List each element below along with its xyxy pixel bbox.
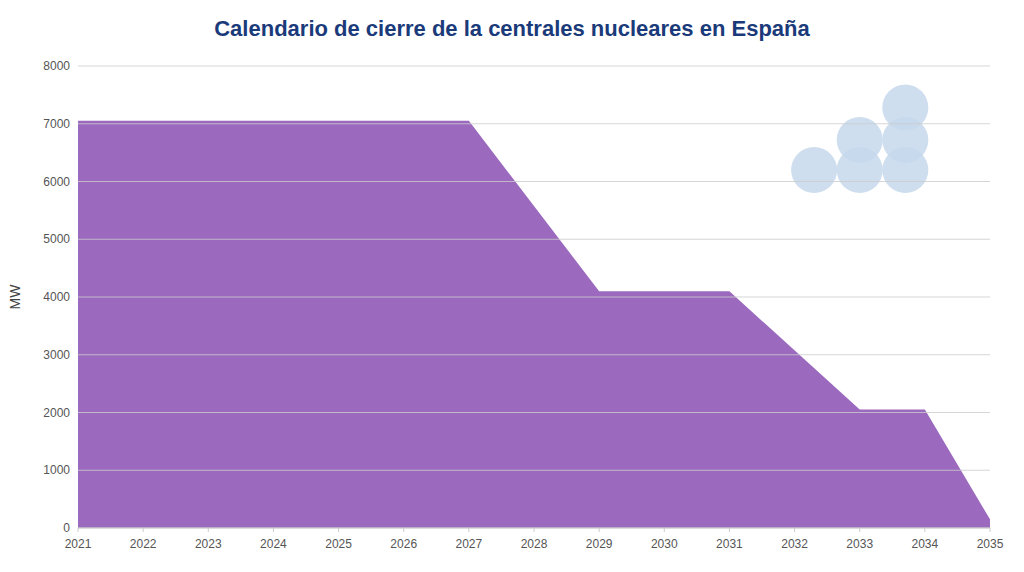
y-tick-label: 5000 xyxy=(43,232,70,246)
x-tick-label: 2027 xyxy=(456,537,483,551)
x-tick-label: 2034 xyxy=(912,537,939,551)
y-tick-label: 3000 xyxy=(43,348,70,362)
x-tick xyxy=(273,528,274,532)
x-tick-label: 2026 xyxy=(390,537,417,551)
y-tick-label: 2000 xyxy=(43,406,70,420)
x-tick xyxy=(338,528,339,532)
title: Calendario de cierre de la centrales nuc… xyxy=(214,16,810,41)
y-axis: 0 1000 2000 3000 4000 5000 6000 7000 8000 xyxy=(43,59,70,535)
grid-line xyxy=(78,123,990,124)
x-tick-label: 2028 xyxy=(521,537,548,551)
x-tick xyxy=(143,528,144,532)
y-tick-label: 0 xyxy=(63,521,70,535)
circle-point xyxy=(837,147,883,193)
x-tick xyxy=(599,528,600,532)
y-tick-label: 4000 xyxy=(43,290,70,304)
x-tick xyxy=(208,528,209,532)
x-tick-label: 2023 xyxy=(195,537,222,551)
grid-line xyxy=(78,239,990,240)
x-tick-label: 2025 xyxy=(325,537,352,551)
y-tick-label: 6000 xyxy=(43,175,70,189)
x-tick-label: 2024 xyxy=(260,537,287,551)
x-tick xyxy=(794,528,795,532)
x-tick-label: 2021 xyxy=(65,537,92,551)
x-tick-label: 2032 xyxy=(781,537,808,551)
chart-container: Calendario de cierre de la centrales nuc… xyxy=(0,0,1024,572)
x-tick xyxy=(729,528,730,532)
grid-line xyxy=(78,412,990,413)
x-tick-label: 2022 xyxy=(130,537,157,551)
grid-line xyxy=(78,297,990,298)
circle-point xyxy=(882,147,928,193)
x-tick xyxy=(664,528,665,532)
x-tick xyxy=(924,528,925,532)
x-tick-label: 2031 xyxy=(716,537,743,551)
x-tick-label: 2033 xyxy=(846,537,873,551)
y-tick-label: 8000 xyxy=(43,59,70,73)
y-grid xyxy=(78,66,990,528)
x-tick xyxy=(468,528,469,532)
circle-point xyxy=(791,147,837,193)
x-tick xyxy=(78,528,79,532)
x-tick-label: 2035 xyxy=(977,537,1004,551)
grid-line xyxy=(78,181,990,182)
x-tick xyxy=(859,528,860,532)
chart: Calendario de cierre de la centrales nuc… xyxy=(0,0,1024,572)
y-tick-label: 1000 xyxy=(43,463,70,477)
y-axis-label: MW xyxy=(7,284,23,310)
marks xyxy=(78,85,990,528)
y-tick-label: 7000 xyxy=(43,117,70,131)
x-tick xyxy=(990,528,991,532)
x-tick-label: 2030 xyxy=(651,537,678,551)
area xyxy=(78,121,990,528)
x-tick xyxy=(403,528,404,532)
grid-line xyxy=(78,66,990,67)
x-tick-label: 2029 xyxy=(586,537,613,551)
x-tick xyxy=(534,528,535,532)
x-axis: 2021 2022 2023 2024 2025 2026 2027 2028 2029 2030… xyxy=(65,528,1004,551)
grid-line xyxy=(78,354,990,355)
grid-line xyxy=(78,470,990,471)
